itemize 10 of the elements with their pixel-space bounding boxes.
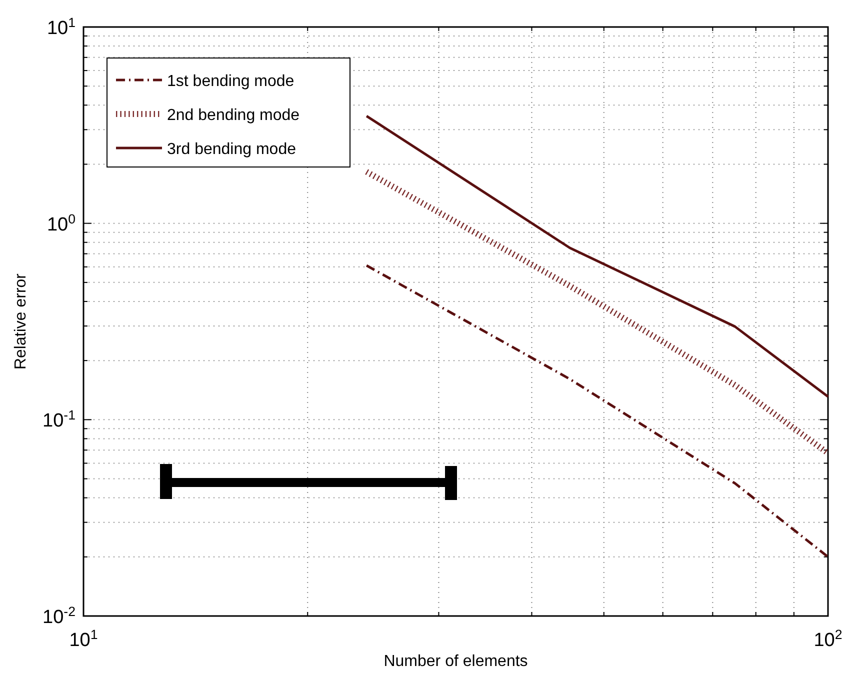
legend-label: 3rd bending mode xyxy=(167,141,296,158)
y-axis-title: Relative error xyxy=(12,272,30,370)
legend-label: 2nd bending mode xyxy=(167,107,300,124)
x-axis-title: Number of elements xyxy=(384,653,528,670)
legend-label: 1st bending mode xyxy=(167,73,294,90)
y-tick-label: 10$^{-1}$ xyxy=(42,407,76,432)
y-tick-label: 10$^{1}$ xyxy=(46,14,76,39)
x-tick-label: 10$^{2}$ xyxy=(814,626,842,651)
y-tick-label: 10$^{-2}$ xyxy=(42,604,76,628)
y-tick-label: 10$^{0}$ xyxy=(46,210,76,236)
